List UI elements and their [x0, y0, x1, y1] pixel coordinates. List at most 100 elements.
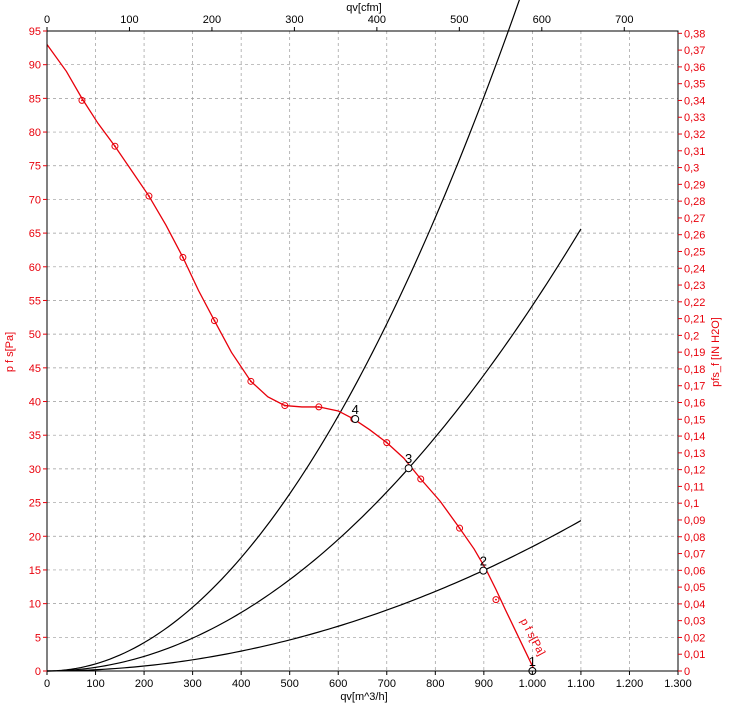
- right-tick-label: 0,28: [684, 196, 705, 208]
- right-tick-label: 0,13: [684, 448, 705, 460]
- fan-curve-marker-dot: [81, 99, 83, 102]
- system-curve-3: [46, 228, 582, 672]
- fan-curve-marker: [78, 96, 86, 104]
- x-tick-label: 1.300: [664, 678, 692, 690]
- x-tick-label: 100: [86, 678, 104, 690]
- fan-curve-marker-dot: [114, 145, 116, 148]
- y-tick-label: 60: [29, 262, 41, 274]
- right-tick-label: 0,32: [684, 129, 705, 141]
- right-tick-label: 0,27: [684, 213, 705, 225]
- operating-point-2: [479, 566, 488, 575]
- operating-point-label: 3: [405, 451, 412, 466]
- right-tick-label: 0,19: [684, 347, 705, 359]
- fan-curve-marker-dot: [317, 406, 320, 408]
- right-tick-label: 0,01: [684, 649, 705, 661]
- y-tick-label: 75: [29, 161, 41, 173]
- right-tick-label: 0,09: [684, 515, 705, 527]
- plot-frame: [46, 30, 679, 672]
- right-tick-label: 0,05: [684, 582, 705, 594]
- right-tick-label: 0,04: [684, 599, 705, 611]
- right-tick-label: 0,17: [684, 381, 705, 393]
- y-tick-label: 25: [29, 498, 41, 510]
- y-tick-label: 65: [29, 228, 41, 240]
- y-tick-label: 70: [29, 194, 41, 206]
- grid-layer: [47, 31, 678, 671]
- right-tick-label: 0,08: [684, 532, 705, 544]
- y-tick-label: 90: [29, 60, 41, 72]
- y-tick-label: 40: [29, 397, 41, 409]
- y-tick-label: 35: [29, 430, 41, 442]
- right-tick-label: 0,03: [684, 616, 705, 628]
- right-tick-label: 0,33: [684, 112, 705, 124]
- y-tick-label: 0: [35, 666, 41, 678]
- right-tick-label: 0,29: [684, 179, 705, 191]
- y-tick-label: 45: [29, 363, 41, 375]
- y-tick-label: 10: [29, 599, 41, 611]
- axis-layer: 0 100 200 300 400 500 600 700 800 900 1.000 1.100 1.…: [29, 14, 706, 690]
- top-tick-label: 200: [203, 14, 221, 26]
- x-axis-top-label: qv[cfm]: [346, 2, 381, 14]
- right-tick-label: 0,2: [684, 330, 699, 342]
- fan-curve-marker: [111, 142, 119, 150]
- right-tick-label: 0,06: [684, 565, 705, 577]
- fan-curve-marker-dot: [495, 598, 497, 601]
- y-tick-label: 50: [29, 329, 41, 341]
- right-tick-label: 0,18: [684, 364, 705, 376]
- fan-curve-marker: [456, 524, 464, 532]
- right-tick-label: 0,37: [684, 45, 705, 57]
- x-axis-bottom-label: qv[m^3/h]: [340, 691, 387, 703]
- top-tick-label: 500: [450, 14, 468, 26]
- y-tick-label: 20: [29, 531, 41, 543]
- x-tick-label: 400: [232, 678, 250, 690]
- system-curve-2: [46, 520, 582, 672]
- operating-point-4: [351, 415, 360, 424]
- right-tick-label: 0,1: [684, 498, 699, 510]
- fan-curve-marker-dot: [283, 404, 286, 407]
- y-tick-label: 5: [35, 632, 41, 644]
- operating-point-label: 2: [480, 554, 487, 569]
- fan-curve-marker-dot: [458, 527, 461, 530]
- fan-curve-line: [46, 44, 536, 672]
- right-tick-label: 0,35: [684, 79, 705, 91]
- fan-curve-marker: [315, 403, 323, 411]
- x-tick-label: 0: [44, 678, 50, 690]
- right-tick-label: 0,34: [684, 95, 705, 107]
- operating-point-3: [404, 464, 413, 473]
- right-tick-label: 0,07: [684, 549, 705, 561]
- top-tick-label: 100: [120, 14, 138, 26]
- right-tick-label: 0,38: [684, 28, 705, 40]
- fan-curve-marker: [281, 402, 289, 410]
- right-tick-label: 0,31: [684, 146, 705, 158]
- right-tick-label: 0,23: [684, 280, 705, 292]
- top-tick-label: 0: [44, 14, 50, 26]
- system-curve-4: [46, 0, 520, 672]
- fan-curve-marker-dot: [385, 441, 388, 444]
- right-tick-label: 0,12: [684, 465, 705, 477]
- y-axis-left-label: p f s[Pa]: [4, 332, 16, 372]
- fan-curve-marker-dot: [419, 478, 422, 480]
- right-tick-label: 0,21: [684, 314, 705, 326]
- x-tick-label: 700: [378, 678, 396, 690]
- operating-point-label: 4: [352, 402, 359, 417]
- right-tick-label: 0,25: [684, 246, 705, 258]
- right-tick-label: 0,02: [684, 632, 705, 644]
- fan-curve-marker: [210, 317, 218, 325]
- right-tick-label: 0,11: [684, 481, 705, 493]
- x-tick-label: 800: [426, 678, 444, 690]
- right-tick-label: 0,15: [684, 414, 705, 426]
- x-tick-label: 300: [183, 678, 201, 690]
- right-tick-label: 0,3: [684, 163, 699, 175]
- y-tick-label: 30: [29, 464, 41, 476]
- fan-curve-marker-dot: [249, 380, 252, 383]
- fan-curve-marker: [383, 439, 391, 447]
- right-tick-label: 0,36: [684, 62, 705, 74]
- fan-curve-marker: [247, 377, 255, 385]
- x-tick-label: 1.200: [616, 678, 644, 690]
- fan-curve-marker: [492, 596, 500, 604]
- right-tick-label: 0,22: [684, 297, 705, 309]
- x-tick-label: 200: [135, 678, 153, 690]
- y-tick-label: 95: [29, 26, 41, 38]
- x-tick-label: 600: [329, 678, 347, 690]
